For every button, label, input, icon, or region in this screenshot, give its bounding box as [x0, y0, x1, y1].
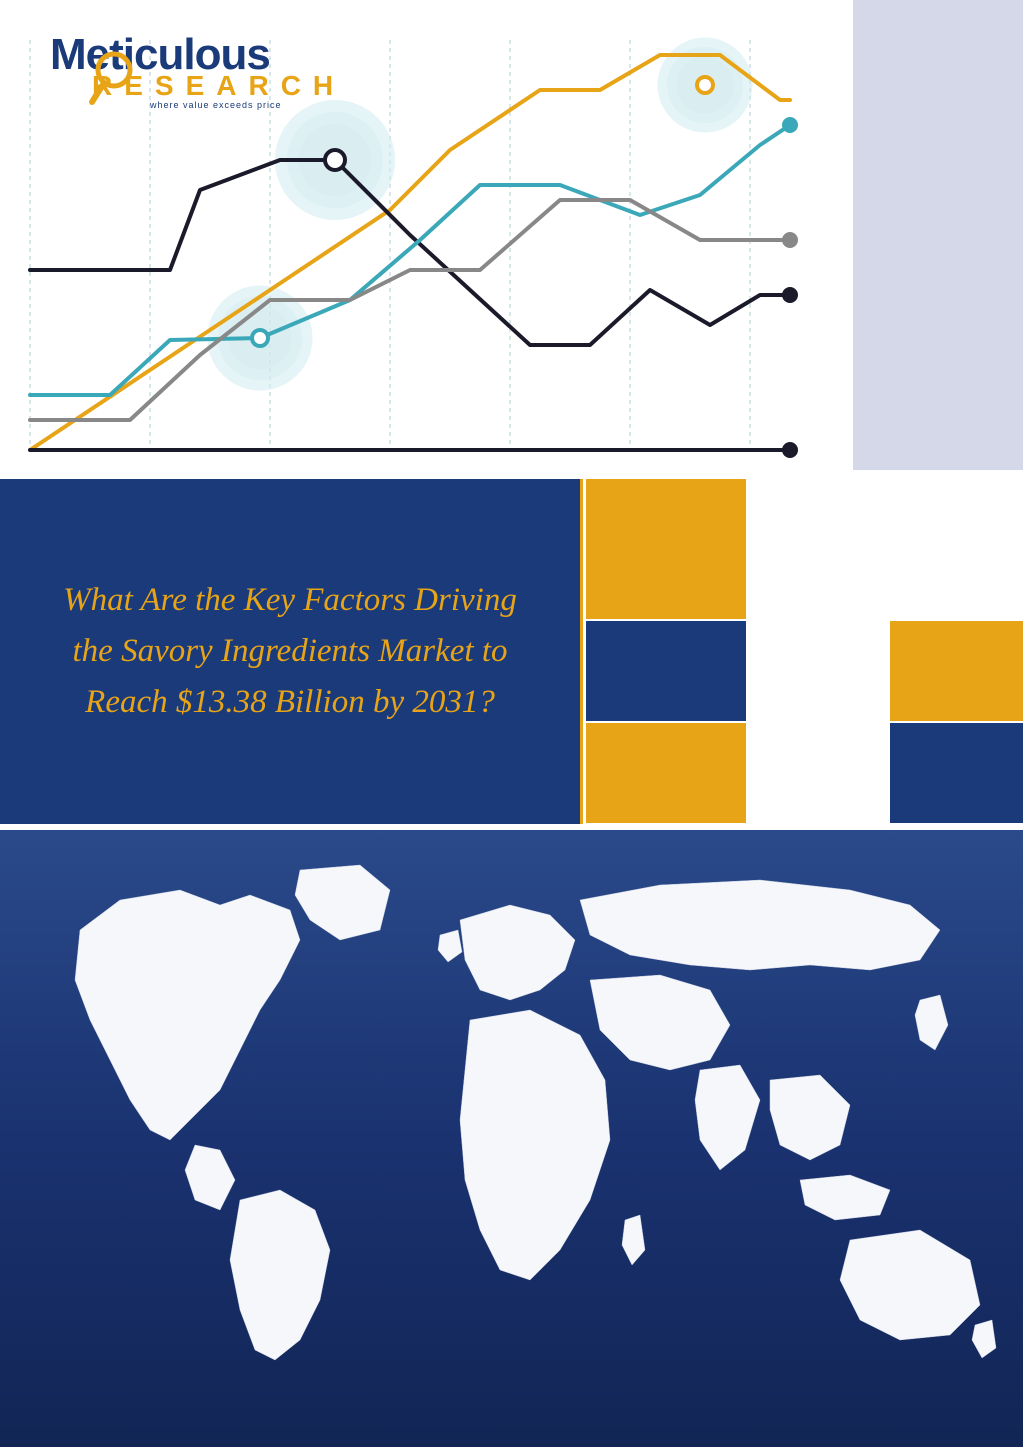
- world-map-section: [0, 830, 1023, 1447]
- company-logo: Meticulous RESEARCH where value exceeds …: [50, 30, 345, 110]
- chart-section: Meticulous RESEARCH where value exceeds …: [0, 0, 1023, 470]
- grid-cell: [586, 621, 746, 721]
- page-title: What Are the Key Factors Driving the Sav…: [40, 575, 540, 728]
- title-section: What Are the Key Factors Driving the Sav…: [0, 479, 1023, 824]
- world-map: [20, 850, 1003, 1370]
- grid-cell: [748, 479, 1023, 619]
- grid-cell: [748, 621, 888, 721]
- title-box: What Are the Key Factors Driving the Sav…: [0, 479, 583, 824]
- decorative-grid: [586, 479, 1023, 824]
- grid-cell: [748, 723, 888, 823]
- magnifying-glass-icon: [84, 48, 144, 108]
- grid-cell: [890, 621, 1023, 721]
- chart-side-panel: [853, 0, 1023, 470]
- grid-cell: [890, 723, 1023, 823]
- grid-cell: [586, 723, 746, 823]
- grid-cell: [586, 479, 746, 619]
